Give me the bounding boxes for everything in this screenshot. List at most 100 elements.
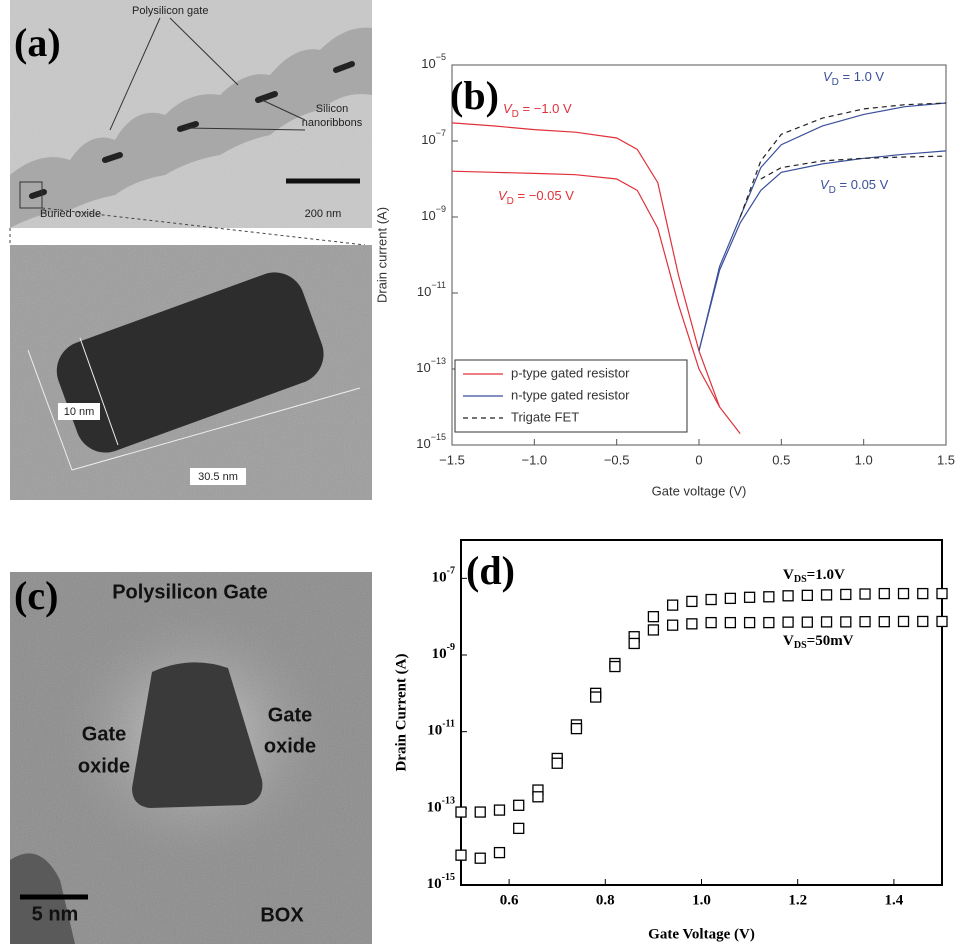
- annotation: oxide: [264, 735, 316, 757]
- point: [822, 617, 832, 627]
- point: [860, 617, 870, 627]
- annotation: VD = 0.05 V: [820, 177, 889, 195]
- panel-label: (c): [14, 573, 58, 618]
- y-tick-label: 10-15: [427, 872, 455, 892]
- annotation-text: =50mV: [807, 633, 854, 649]
- tick-base: 10: [421, 132, 435, 147]
- x-tick-label: 0.5: [772, 452, 790, 467]
- point: [783, 617, 793, 627]
- point: [475, 853, 485, 863]
- y-tick-label: 10−5: [421, 52, 446, 71]
- point: [706, 618, 716, 628]
- point: [841, 589, 851, 599]
- x-tick-label: −1.0: [521, 452, 547, 467]
- tick-exponent: -15: [442, 872, 455, 883]
- x-axis-label: Gate voltage (V): [652, 483, 747, 498]
- x-tick-label: 0: [695, 452, 702, 467]
- tick-exponent: −15: [431, 432, 446, 442]
- point: [687, 619, 697, 629]
- annotation: Silicon: [316, 103, 348, 115]
- point: [514, 800, 524, 810]
- y-tick-label: 10−13: [416, 356, 446, 375]
- tick-base: 10: [427, 800, 442, 816]
- series-line: [699, 103, 946, 351]
- tick-exponent: −5: [436, 52, 446, 62]
- x-tick-label: 1.2: [788, 892, 807, 908]
- point: [648, 612, 658, 622]
- annotation: BOX: [260, 904, 304, 926]
- point: [706, 595, 716, 605]
- point: [475, 807, 485, 817]
- y-tick-label: 10-7: [432, 566, 455, 586]
- annotation-subscript: DS: [794, 574, 807, 585]
- x-tick-label: 1.0: [692, 892, 711, 908]
- tick-exponent: −7: [436, 128, 446, 138]
- y-tick-label: 10-9: [432, 642, 455, 662]
- tick-base: 10: [421, 208, 435, 223]
- x-tick-label: 1.5: [937, 452, 955, 467]
- y-tick-label: 10-13: [427, 796, 455, 816]
- y-tick-label: 10−7: [421, 128, 446, 147]
- annotation: 10 nm: [64, 406, 95, 418]
- x-axis-label: Gate Voltage (V): [648, 926, 755, 942]
- x-tick-label: 0.8: [596, 892, 615, 908]
- tick-exponent: -13: [442, 796, 455, 807]
- annotation: 30.5 nm: [198, 471, 238, 483]
- x-tick-label: 0.6: [500, 892, 519, 908]
- point: [668, 620, 678, 630]
- annotation: 5 nm: [32, 903, 79, 925]
- point: [687, 596, 697, 606]
- tick-exponent: -11: [442, 719, 455, 730]
- annotation: Polysilicon gate: [132, 5, 208, 17]
- figure: (a) Polysilicon gate Silicon nanoribbons…: [0, 0, 959, 951]
- y-axis-label: Drain Current (A): [393, 653, 409, 771]
- legend-label: n-type gated resistor: [511, 387, 630, 402]
- point: [725, 618, 735, 628]
- point: [937, 616, 947, 626]
- annotation: VD = −0.05 V: [498, 188, 574, 206]
- x-tick-label: −0.5: [604, 452, 630, 467]
- point: [514, 823, 524, 833]
- point: [802, 617, 812, 627]
- point: [745, 592, 755, 602]
- annotation: VD = 1.0 V: [823, 69, 884, 87]
- point: [552, 758, 562, 768]
- point: [456, 850, 466, 860]
- panel-label: (a): [14, 20, 61, 65]
- tick-base: 10: [432, 646, 447, 662]
- x-tick-label: 1.0: [855, 452, 873, 467]
- panel-c: (c) Polysilicon Gate Gate oxide Gate oxi…: [10, 572, 372, 944]
- point: [745, 618, 755, 628]
- tick-base: 10: [417, 284, 431, 299]
- annotation-text: =1.0V: [807, 567, 845, 583]
- tick-exponent: -7: [447, 566, 455, 577]
- annotation: nanoribbons: [302, 117, 363, 129]
- point: [725, 593, 735, 603]
- annotation: oxide: [78, 755, 130, 777]
- point: [610, 662, 620, 672]
- y-tick-label: 10-11: [427, 719, 455, 739]
- tick-base: 10: [421, 56, 435, 71]
- point: [783, 591, 793, 601]
- point: [937, 589, 947, 599]
- point: [764, 618, 774, 628]
- annotation: VDS=50mV: [783, 633, 854, 651]
- y-axis-label: Drain current (A): [374, 207, 389, 303]
- legend-label: Trigate FET: [511, 409, 579, 424]
- point: [591, 692, 601, 702]
- point: [899, 616, 909, 626]
- y-tick-label: 10−11: [417, 280, 446, 299]
- annotation-text: = −1.0 V: [519, 101, 572, 116]
- point: [879, 589, 889, 599]
- chart: −1.5−1.0−0.500.51.01.510−510−710−910−111…: [374, 52, 955, 498]
- tick-base: 10: [416, 360, 430, 375]
- point: [918, 616, 928, 626]
- annotation: Gate: [82, 723, 126, 745]
- annotation-subscript: DS: [794, 640, 807, 651]
- legend-label: p-type gated resistor: [511, 365, 630, 380]
- tick-base: 10: [432, 570, 447, 586]
- point: [822, 590, 832, 600]
- point: [764, 592, 774, 602]
- annotation-text: = 1.0 V: [839, 69, 884, 84]
- annotation: Buried oxide: [40, 208, 101, 220]
